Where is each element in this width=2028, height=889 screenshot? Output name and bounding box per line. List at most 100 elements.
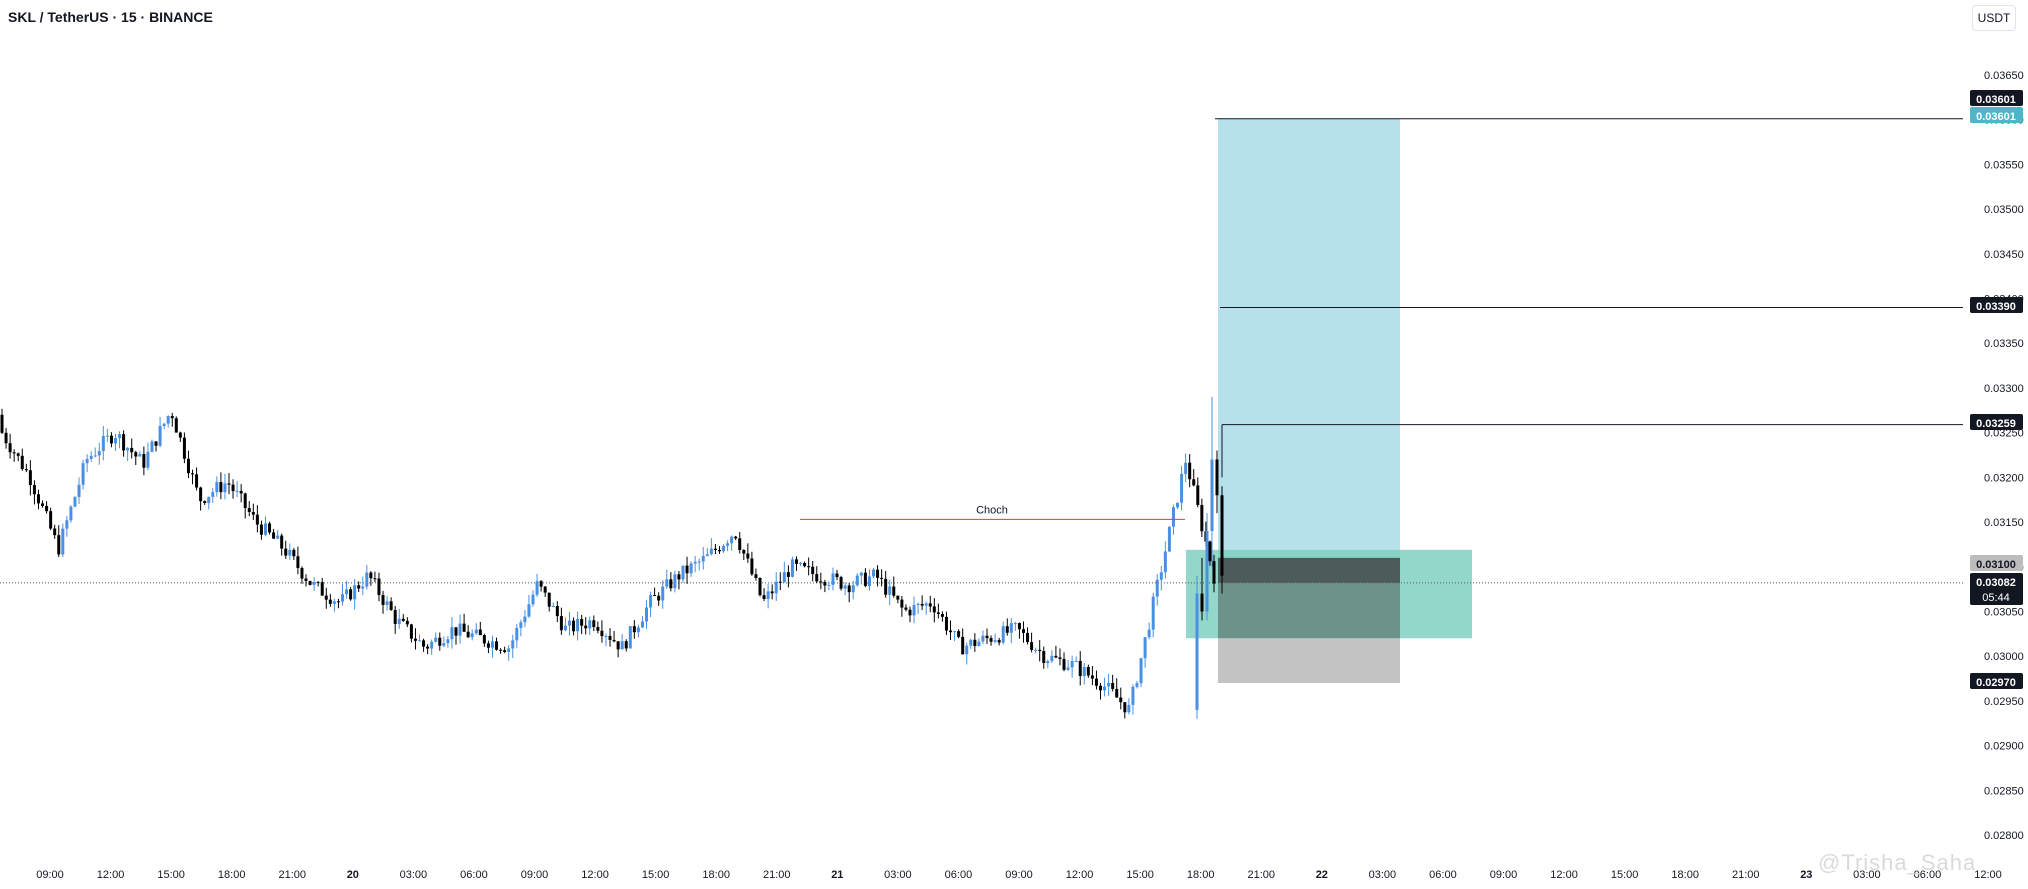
candle-body [1054, 655, 1058, 658]
candle-body [722, 545, 726, 552]
candle-body [89, 455, 93, 460]
x-tick-label: 03:00 [400, 869, 428, 881]
candle-body [1090, 675, 1094, 679]
candle-body [717, 549, 721, 552]
candle-body [259, 524, 263, 535]
time-axis: 09:00 12:00 15:00 18:00 21:00 20 03:00 06:00 09:… [36, 869, 2002, 881]
candle-body [385, 601, 389, 605]
candle-body [786, 572, 790, 577]
x-tick-label: 18:00 [702, 869, 730, 881]
candle-body [203, 501, 207, 504]
candle-body [608, 635, 612, 640]
price-label-box [1970, 573, 2023, 605]
candle-body [4, 432, 8, 444]
candle-body [1119, 697, 1123, 703]
candle-body [365, 572, 369, 587]
candle-body [730, 536, 734, 544]
candle-body [191, 473, 195, 475]
candle-body [1212, 561, 1216, 584]
x-tick-label: 03:00 [1853, 869, 1881, 881]
candle-body [474, 629, 478, 634]
candle-body [118, 434, 122, 439]
x-tick-label: 06:00 [1429, 869, 1457, 881]
horizontal-levels [0, 118, 1963, 584]
candle-body [422, 640, 426, 647]
candle-body [697, 561, 701, 563]
stop-zone [1218, 638, 1400, 683]
candle-body [162, 423, 166, 426]
candle-body [478, 629, 482, 636]
candle-body [1167, 526, 1171, 552]
candle-body [559, 616, 563, 631]
candle-body [16, 453, 20, 456]
candle-body [665, 579, 669, 587]
candle-body [531, 594, 535, 605]
candle-body [284, 548, 288, 556]
candle-body [973, 639, 977, 647]
candle-body [28, 470, 32, 486]
candle-body [1017, 623, 1021, 630]
candle-body [466, 631, 470, 638]
candlestick-series [0, 396, 1224, 719]
x-tick-label: 09:00 [36, 869, 64, 881]
candle-body [462, 623, 466, 632]
candle-body [742, 549, 746, 554]
candle-body [863, 572, 867, 586]
price-axis: 0.036500.036000.035500.035000.034500.034… [1984, 70, 2024, 842]
candle-body [1147, 629, 1151, 638]
choch-annotation: Choch [800, 504, 1185, 520]
candle-body [1135, 683, 1139, 687]
candle-body [1192, 479, 1196, 486]
candle-body [1078, 660, 1082, 677]
candle-body [1215, 459, 1219, 496]
candle-body [888, 586, 892, 595]
candle-body [235, 490, 239, 492]
candle-body [495, 641, 499, 650]
candle-body [239, 490, 243, 494]
candle-body [272, 532, 276, 539]
candle-body [166, 416, 170, 424]
x-tick-label: 03:00 [884, 869, 912, 881]
candle-body [401, 618, 405, 621]
candle-body [940, 613, 944, 617]
candle-body [880, 577, 884, 579]
candle-body [49, 511, 53, 529]
candle-body [101, 435, 105, 452]
candle-body [592, 620, 596, 628]
candle-body [961, 636, 965, 655]
candle-body [685, 565, 689, 574]
candle-body [831, 573, 835, 585]
candle-body [770, 591, 774, 594]
y-tick-label: 0.02800 [1984, 830, 2024, 842]
candle-body [397, 618, 401, 624]
candle-body [304, 578, 308, 582]
candle-body [981, 635, 985, 642]
candle-body [855, 575, 859, 586]
entry-bar-lower [1218, 582, 1400, 639]
price-label-box [1970, 673, 2023, 689]
candle-body [357, 585, 361, 589]
candle-body [713, 548, 717, 550]
price-label: 0.03390 [1976, 301, 2016, 313]
candle-body [65, 520, 69, 529]
candle-body [24, 469, 28, 471]
candle-body [746, 553, 750, 559]
candle-body [551, 605, 555, 607]
candle-body [450, 627, 454, 640]
candle-body [324, 595, 328, 600]
candle-body [928, 603, 932, 607]
x-tick-label: 18:00 [1671, 869, 1699, 881]
x-tick-label: 21:00 [278, 869, 306, 881]
candle-body [438, 637, 442, 646]
candle-body [418, 640, 422, 642]
candle-body [859, 572, 863, 576]
candle-body [1131, 686, 1135, 705]
candle-body [750, 558, 754, 575]
candle-body [109, 435, 113, 444]
candle-body [944, 616, 948, 631]
candle-body [0, 414, 4, 433]
price-label: 0.02970 [1976, 677, 2016, 689]
currency-button[interactable]: USDT [1972, 5, 2016, 31]
candle-body [53, 528, 57, 536]
